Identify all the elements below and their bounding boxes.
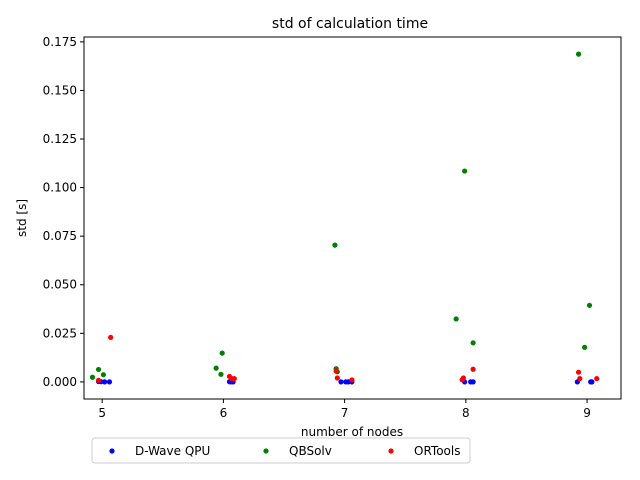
y-tick-label: 0.175: [43, 35, 77, 49]
data-point: [106, 379, 113, 385]
x-tick-label: 6: [220, 406, 228, 420]
legend: D-Wave QPU QBSolv ORTools: [91, 437, 471, 464]
data-point: [575, 51, 582, 57]
data-point: [100, 372, 106, 378]
y-tick-label: 0.075: [43, 229, 77, 243]
y-tick-label: 0.150: [43, 83, 77, 97]
data-point: [95, 366, 102, 373]
data-point: [582, 344, 588, 350]
data-point: [349, 377, 355, 383]
legend-marker: [109, 448, 115, 454]
x-tick-label: 8: [462, 406, 470, 420]
data-point: [594, 375, 600, 382]
data-point: [231, 375, 237, 382]
legend-box: [91, 437, 471, 464]
data-point: [589, 379, 595, 385]
data-point: [470, 366, 476, 372]
data-point: [333, 368, 339, 374]
y-axis-label: std [s]: [15, 199, 29, 237]
data-point: [89, 374, 96, 380]
data-point: [95, 377, 102, 383]
data-point: [453, 316, 459, 322]
data-point: [334, 375, 340, 381]
data-point: [213, 365, 219, 371]
y-tick-label: 0.025: [43, 326, 77, 340]
x-axis-ticks: 5 6 7 8 9: [98, 399, 591, 420]
x-tick-label: 9: [583, 406, 591, 420]
legend-marker: [263, 448, 269, 454]
legend-entry: ORTools: [414, 444, 460, 458]
data-point: [460, 375, 467, 381]
data-point: [338, 379, 344, 385]
data-point: [470, 379, 476, 385]
legend-marker: [388, 448, 394, 454]
x-tick-label: 7: [341, 406, 349, 420]
legend-entry: D-Wave QPU: [135, 444, 210, 458]
data-point: [108, 334, 114, 341]
data-point: [577, 375, 583, 382]
data-point: [586, 302, 593, 308]
data-point: [332, 242, 338, 248]
data-point: [219, 350, 225, 356]
axes-frame: [83, 36, 622, 400]
data-point: [102, 379, 108, 385]
y-tick-label: 0.100: [43, 181, 77, 195]
y-tick-label: 0.125: [43, 132, 77, 146]
data-points: [89, 51, 600, 385]
y-axis-ticks: 0.000 0.025 0.050 0.075 0.100 0.125 0.150 0.175: [43, 35, 84, 389]
y-tick-label: 0.000: [43, 375, 77, 389]
y-tick-label: 0.050: [43, 278, 77, 292]
data-point: [575, 369, 582, 375]
data-point: [462, 168, 468, 174]
legend-entry: QBSolv: [289, 444, 332, 458]
x-tick-label: 5: [98, 406, 106, 420]
chart-title: std of calculation time: [272, 16, 428, 32]
data-point: [470, 340, 476, 346]
data-point: [218, 371, 224, 377]
x-axis-label: number of nodes: [301, 425, 403, 439]
